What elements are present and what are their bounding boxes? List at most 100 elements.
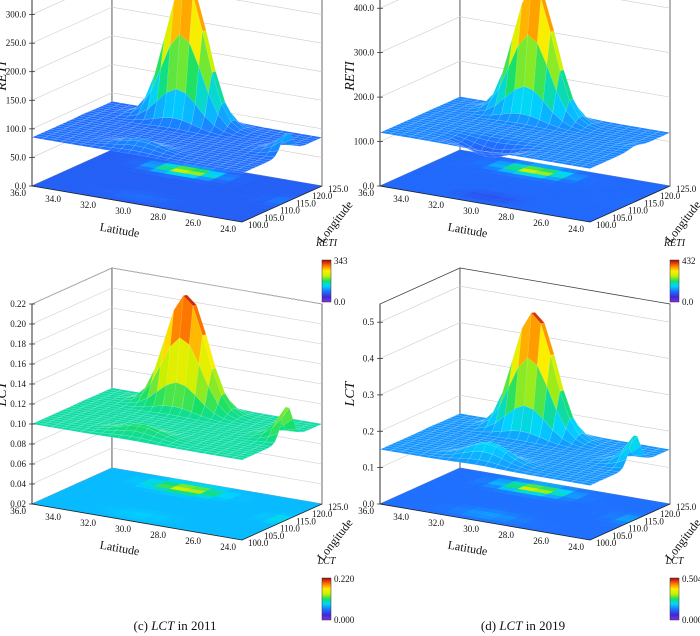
surface-cell bbox=[475, 418, 490, 429]
surface-cell bbox=[569, 99, 583, 118]
surface-cell bbox=[436, 456, 451, 461]
surface-cell bbox=[537, 323, 551, 387]
panel-lct-2011: 0.02 0.04 0.06 0.08 0.10 0.12 0.14 0.16 0.18 0.20… bbox=[0, 267, 356, 633]
latitude-tick-label: 34.0 bbox=[393, 512, 409, 522]
surface-cell bbox=[198, 31, 213, 95]
surface-cell bbox=[194, 0, 207, 32]
surface-cell bbox=[197, 448, 212, 452]
z-gridline bbox=[31, 35, 323, 73]
z-tick-label: 0.18 bbox=[10, 339, 26, 349]
surface-cell bbox=[218, 140, 233, 145]
latitude-tick-label: 24.0 bbox=[220, 224, 236, 234]
surface-cell bbox=[524, 151, 538, 154]
surface-cell bbox=[459, 451, 474, 459]
surface-cell bbox=[95, 112, 110, 117]
surface-cell bbox=[177, 433, 192, 437]
z-tick-label: 0.10 bbox=[10, 419, 26, 429]
z-gridline bbox=[31, 0, 323, 15]
surface-cell bbox=[111, 404, 126, 408]
surface-cell bbox=[439, 109, 455, 114]
surface-cell bbox=[186, 137, 201, 141]
surface-cell bbox=[643, 447, 658, 452]
surface-cell bbox=[221, 138, 237, 143]
surface-cell bbox=[211, 71, 226, 105]
surface-cell bbox=[560, 449, 575, 453]
surface-cell bbox=[115, 140, 130, 145]
surface-cell bbox=[212, 166, 228, 171]
surface-cell bbox=[626, 132, 641, 137]
surface-cell bbox=[191, 140, 207, 145]
back-wall-left bbox=[379, 267, 461, 505]
surface-cell bbox=[116, 395, 130, 399]
surface-cell bbox=[233, 431, 248, 436]
longitude-tick-label: 105.0 bbox=[264, 531, 285, 541]
surface-cell bbox=[581, 158, 596, 163]
surface-cell bbox=[178, 408, 192, 419]
surface-cell bbox=[627, 435, 642, 453]
surface-cell bbox=[494, 464, 509, 471]
surface-cell bbox=[578, 115, 593, 126]
surface-cell bbox=[266, 130, 281, 135]
z-gridline bbox=[379, 285, 671, 323]
surface-cell bbox=[476, 441, 491, 445]
surface-cell bbox=[569, 450, 585, 455]
surface-cell bbox=[520, 405, 534, 434]
surface-cell bbox=[550, 354, 564, 392]
surface-cell bbox=[537, 0, 551, 67]
panel-lct-2019: 0.0 0.1 0.2 0.3 0.4 0.5 LCT 36.0 34.0 32.0 30.0 28.… bbox=[343, 267, 700, 633]
colorbar bbox=[669, 259, 680, 303]
surface-cell bbox=[484, 461, 499, 469]
surface-cell bbox=[168, 431, 182, 435]
surface-cell bbox=[225, 155, 240, 159]
z-gridline bbox=[31, 267, 323, 305]
z-tick-label: 0.12 bbox=[10, 399, 26, 409]
latitude-axis bbox=[31, 503, 243, 541]
z-gridline bbox=[379, 394, 671, 432]
longitude-tick-label: 100.0 bbox=[596, 538, 617, 548]
z-tick-label: 0.3 bbox=[363, 390, 375, 400]
surface-cell bbox=[157, 145, 172, 151]
surface-cell bbox=[588, 472, 603, 476]
z-tick-label: 0.02 bbox=[10, 499, 26, 509]
surface-cell bbox=[598, 437, 614, 442]
surface-cell bbox=[539, 100, 553, 125]
surface-cell bbox=[586, 117, 601, 124]
surface-cell bbox=[189, 0, 203, 67]
surface-cell bbox=[465, 147, 480, 151]
z-tick-label: 300.0 bbox=[354, 48, 375, 58]
latitude-axis-label: Latitude bbox=[99, 220, 141, 241]
surface-cell bbox=[211, 143, 226, 148]
surface-cell bbox=[227, 121, 241, 133]
longitude-tick-label: 110.0 bbox=[628, 206, 648, 216]
surface-cell bbox=[90, 138, 105, 142]
surface-cell bbox=[549, 454, 564, 458]
surface-cell bbox=[457, 445, 471, 451]
surface-cell bbox=[279, 130, 294, 135]
surface-cell bbox=[202, 334, 216, 370]
surface-cell bbox=[156, 138, 171, 143]
surface-cell bbox=[172, 88, 186, 121]
surface-cell bbox=[526, 433, 540, 444]
surface-cell bbox=[599, 132, 615, 137]
surface-cell bbox=[203, 165, 218, 169]
surface-cell bbox=[41, 423, 56, 428]
surface-cell bbox=[174, 446, 189, 451]
surface-cell bbox=[566, 452, 581, 457]
surface-cell bbox=[459, 112, 474, 117]
z-tick-label: 100.0 bbox=[354, 137, 375, 147]
surface-cell bbox=[227, 409, 241, 420]
surface-cell bbox=[73, 140, 88, 145]
surface-cell bbox=[245, 437, 260, 442]
surface-cell bbox=[88, 145, 103, 149]
surface-cell bbox=[569, 417, 583, 436]
surface-cell bbox=[459, 124, 475, 128]
z-gridline bbox=[379, 358, 671, 396]
surface-cell bbox=[595, 468, 611, 473]
surface-cell bbox=[208, 368, 222, 405]
surface-cell bbox=[153, 146, 168, 154]
surface-cell bbox=[67, 119, 83, 123]
surface-cell bbox=[639, 132, 654, 137]
surface-cell bbox=[174, 147, 189, 152]
surface-cell bbox=[198, 441, 213, 446]
surface-cell bbox=[238, 409, 253, 415]
